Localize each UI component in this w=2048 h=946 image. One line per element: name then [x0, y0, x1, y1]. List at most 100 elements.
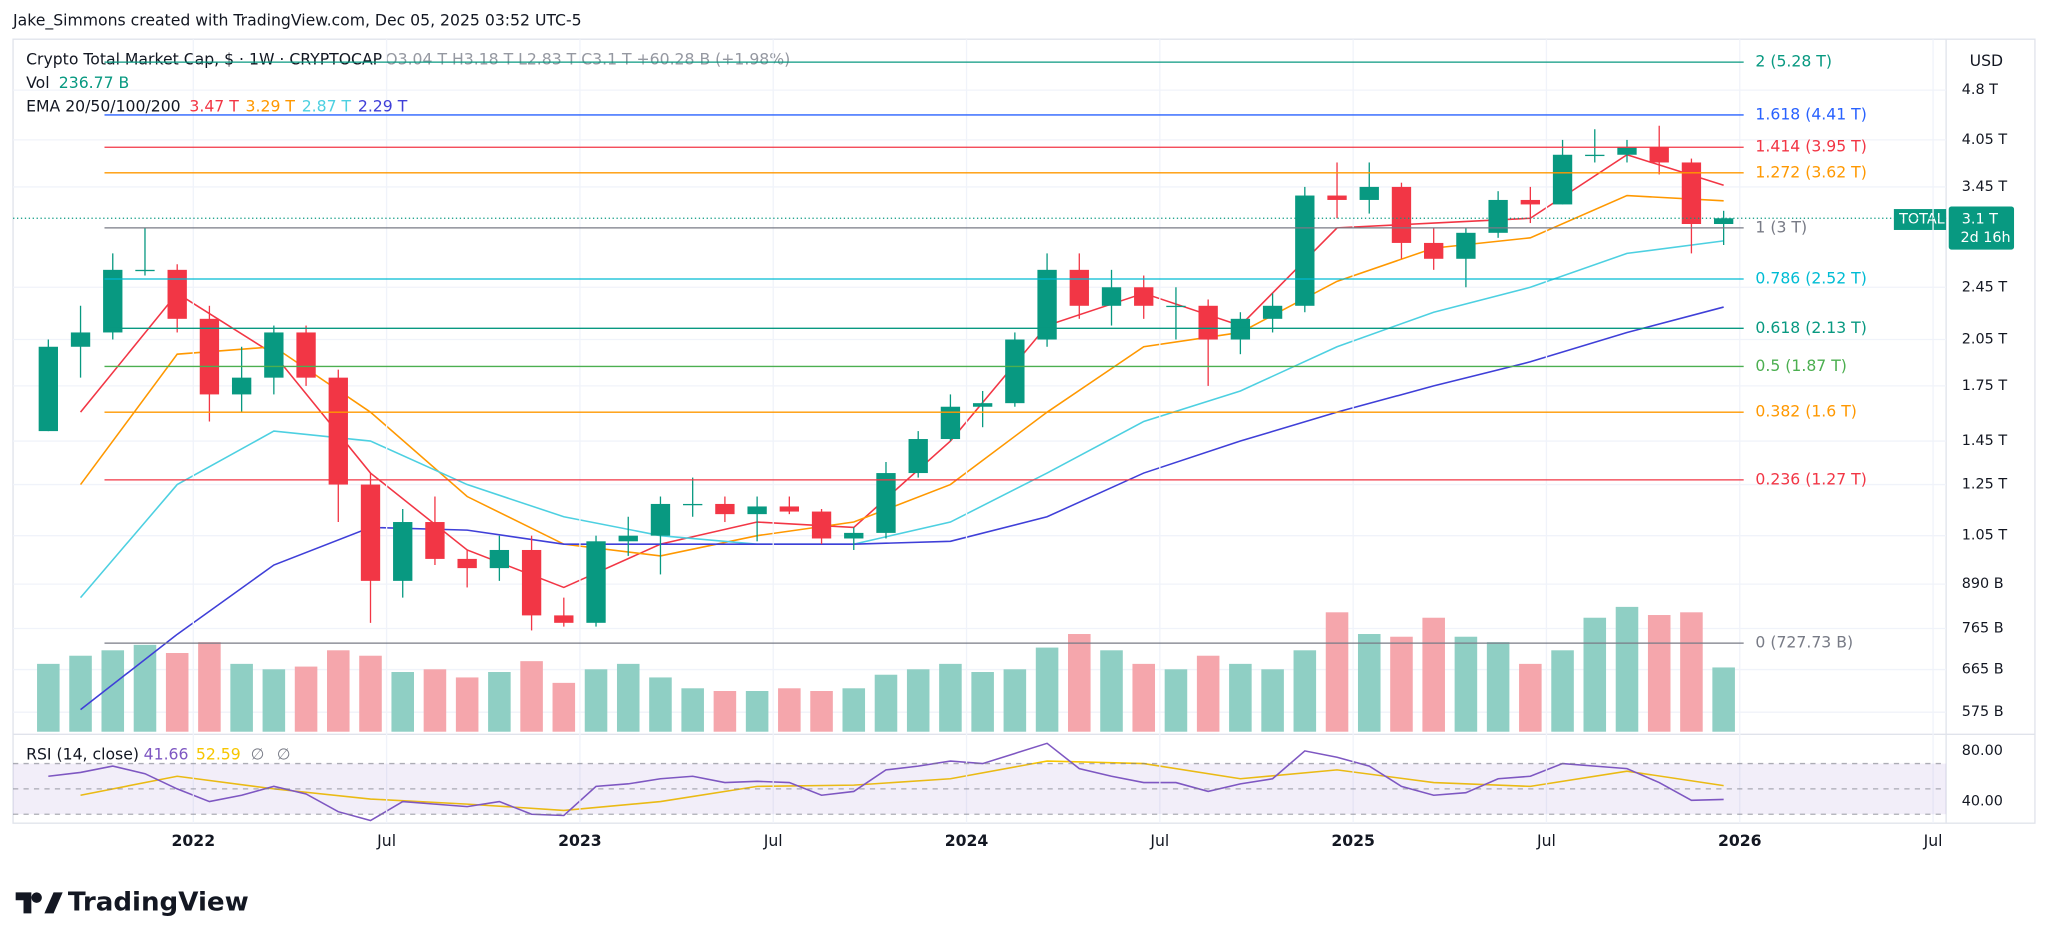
volume-bar [165, 653, 189, 732]
volume-bar [133, 644, 157, 732]
fib-label: 0.382 (1.6 T) [1755, 402, 1856, 421]
candle-body [1230, 318, 1251, 340]
candle-body [1617, 147, 1637, 155]
fib-label: 1.618 (4.41 T) [1755, 104, 1866, 123]
rsi-line [48, 742, 1724, 822]
ema-line [79, 240, 1724, 599]
volume-bar [616, 663, 640, 732]
candle-body [1585, 154, 1605, 157]
ema-label: EMA 20/50/100/200 [26, 97, 181, 116]
candle-body [135, 269, 155, 272]
volume-bar [1229, 663, 1252, 732]
y-tick-label: 890 B [1962, 576, 2004, 592]
x-tick-label: 2024 [945, 831, 989, 850]
fib-label: 0.786 (2.52 T) [1755, 269, 1866, 288]
candle-body [1520, 199, 1541, 205]
volume-bar [842, 688, 866, 732]
fib-label: 1.272 (3.62 T) [1755, 162, 1866, 181]
volume-bar [1680, 612, 1703, 732]
candle-body [264, 332, 284, 378]
candle-body [1456, 232, 1476, 259]
currency: USD [1970, 51, 2003, 70]
x-tick-label: 2023 [558, 831, 602, 850]
volume-bar [198, 642, 221, 732]
candle-body [747, 506, 767, 515]
countdown: 2d 16h [1960, 230, 2010, 246]
candle-body [1198, 305, 1218, 340]
rsi-title: RSI (14, close) [26, 745, 139, 764]
candle-body [103, 269, 123, 333]
volume-bar [939, 663, 962, 732]
y-tick-label: 1.45 T [1962, 433, 2008, 449]
candle-body [554, 615, 574, 623]
x-tick-label: 2025 [1331, 831, 1375, 850]
x-tick-label: Jul [1536, 831, 1556, 850]
volume-bar [1035, 647, 1059, 732]
ohlc: O3.04 T H3.18 T L2.83 T C3.1 T +60.28 B … [385, 50, 790, 69]
logo-icon [15, 892, 63, 914]
volume-bar [1551, 650, 1574, 732]
candle-body [1327, 195, 1347, 200]
fib-label: 1.414 (3.95 T) [1755, 137, 1866, 156]
volume-bar [1003, 669, 1027, 732]
y-tick-label: 765 B [1962, 621, 2004, 637]
candle-body [425, 522, 445, 559]
volume-bar [745, 691, 769, 732]
volume-bar [488, 672, 511, 732]
volume-bar [552, 682, 576, 732]
volume-bar [359, 655, 382, 732]
candle-body [1134, 287, 1154, 306]
x-tick-label: 2026 [1718, 831, 1762, 850]
x-tick-label: Jul [376, 831, 396, 850]
candle-body [393, 522, 413, 581]
plot-area [13, 89, 1947, 822]
volume-bar [230, 663, 253, 732]
volume-bar [649, 677, 672, 732]
candle-body [38, 346, 58, 432]
candle-body [811, 511, 832, 539]
volume-bar [294, 666, 318, 732]
rsi-extra: ∅ [251, 745, 265, 764]
volume-bar [1164, 669, 1188, 732]
rsi-legend: 41.66 [144, 745, 189, 764]
y-tick-label: 575 B [1962, 704, 2004, 720]
candle-body [618, 535, 638, 542]
x-tick-label: 2022 [172, 831, 216, 850]
candle-body [1649, 147, 1669, 163]
candle-body [1166, 305, 1186, 308]
volume-bar [455, 677, 479, 732]
candle-body [1681, 162, 1702, 225]
volume-bar [1454, 636, 1478, 732]
candle-body [683, 503, 703, 506]
candle-body [779, 506, 799, 512]
volume-bar [1712, 667, 1735, 732]
candle-body [1552, 154, 1573, 205]
candle-body [1069, 269, 1089, 306]
volume-bar [69, 655, 92, 732]
ema-legend-value: 3.47 T [189, 97, 239, 116]
candle-body [328, 377, 348, 485]
candle-body [1424, 242, 1444, 259]
rsi-tick-label: 80.00 [1962, 743, 2003, 759]
rsi-ma-legend: 52.59 [196, 745, 241, 764]
candle-body [715, 503, 735, 515]
volume-bar [1486, 642, 1510, 732]
rsi-extra: ∅ [277, 745, 291, 764]
symbol: Crypto Total Market Cap, $ · 1W · CRYPTO… [26, 50, 382, 69]
ema-line [79, 153, 1724, 589]
y-tick-label: 1.05 T [1962, 528, 2008, 544]
y-tick-label: 665 B [1962, 662, 2004, 678]
x-tick-label: Jul [1149, 831, 1169, 850]
volume-bar [971, 672, 994, 732]
candle-body [650, 503, 671, 536]
symbol-tag: TOTAL [1898, 212, 1945, 228]
candle-body [360, 484, 381, 581]
ema-line [80, 306, 1724, 711]
ema-legend-value: 2.87 T [302, 97, 352, 116]
ema-line [79, 194, 1724, 557]
volume-bar [1261, 669, 1284, 732]
candle-body [972, 403, 993, 407]
volume-bar [1647, 615, 1671, 732]
rsi-tick-label: 40.00 [1962, 794, 2003, 810]
